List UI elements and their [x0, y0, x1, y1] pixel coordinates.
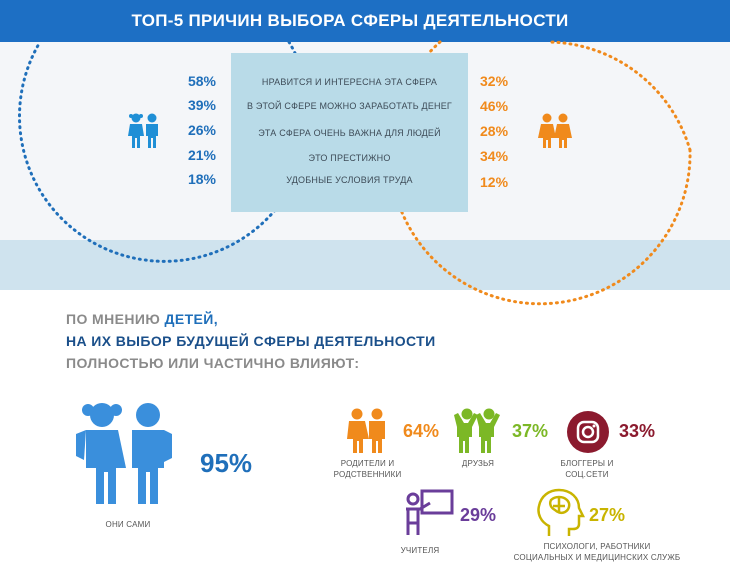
girls-pct-5: 12% [480, 174, 509, 190]
boys-pct-5: 18% [187, 171, 216, 187]
friends-value: 37% [512, 421, 549, 441]
parents-label-line-2: РОДСТВЕННИКИ [333, 470, 402, 479]
orange-dotted-arc-top [548, 40, 692, 152]
psychologists-label: ПСИХОЛОГИ, РАБОТНИКИ СОЦИАЛЬНЫХ И МЕДИЦИ… [497, 541, 697, 563]
reasons-box [231, 53, 468, 212]
self-label: ОНИ САМИ [105, 520, 151, 529]
header-bar [0, 0, 730, 42]
middle-band [0, 240, 730, 290]
teachers-value: 29% [460, 505, 497, 525]
girls-pct-1: 32% [480, 73, 509, 89]
boy-girl-icon [128, 113, 158, 148]
reason-4: ЭТО ПРЕСТИЖНО [308, 153, 391, 163]
parents-value: 64% [403, 421, 440, 441]
psychologists-label-line-2: СОЦИАЛЬНЫХ И МЕДИЦИНСКИХ СЛУЖБ [513, 553, 681, 562]
parents-label: РОДИТЕЛИ И РОДСТВЕННИКИ [320, 458, 415, 480]
boys-pct-4: 21% [187, 147, 216, 163]
girls-icon [538, 113, 572, 148]
boys-pct-2: 39% [187, 97, 216, 113]
teachers-label: УЧИТЕЛЯ [400, 546, 440, 555]
bloggers-label-line-2: СОЦ.СЕТИ [565, 470, 609, 479]
headline-line-3: ПОЛНОСТЬЮ ИЛИ ЧАСТИЧНО ВЛИЯЮТ: [66, 355, 360, 371]
parents-icon [347, 408, 385, 453]
reason-5: УДОБНЫЕ УСЛОВИЯ ТРУДА [286, 175, 413, 185]
girls-pct-4: 34% [480, 148, 509, 164]
friends-icon [454, 408, 500, 453]
bloggers-label-line-1: БЛОГГЕРЫ И [560, 459, 614, 468]
friends-label: ДРУЗЬЯ [461, 459, 495, 468]
girls-pct-3: 28% [480, 123, 509, 139]
boys-pct-1: 58% [187, 73, 216, 89]
bloggers-label: БЛОГГЕРЫ И СОЦ.СЕТИ [547, 458, 627, 480]
bloggers-value: 33% [619, 421, 656, 441]
teacher-icon [406, 489, 454, 535]
headline-gray-text: ПО МНЕНИЮ [66, 311, 165, 327]
page-title: ТОП-5 ПРИЧИН ВЫБОРА СФЕРЫ ДЕЯТЕЛЬНОСТИ [131, 11, 569, 30]
reason-2: В ЭТОЙ СФЕРЕ МОЖНО ЗАРАБОТАТЬ ДЕНЕГ [246, 101, 453, 111]
brain-head-icon [537, 488, 585, 536]
headline-blue-text: ДЕТЕЙ, [164, 311, 219, 327]
parents-label-line-1: РОДИТЕЛИ И [340, 459, 395, 468]
children-icon [76, 403, 172, 504]
girls-pct-2: 46% [480, 98, 509, 114]
psychologists-label-line-1: ПСИХОЛОГИ, РАБОТНИКИ [543, 542, 651, 551]
headline-line-2: НА ИХ ВЫБОР БУДУЩЕЙ СФЕРЫ ДЕЯТЕЛЬНОСТИ [66, 333, 436, 349]
headline-line-1: ПО МНЕНИЮ ДЕТЕЙ, [66, 311, 218, 327]
reason-1: НРАВИТСЯ И ИНТЕРЕСНА ЭТА СФЕРА [261, 77, 438, 87]
instagram-icon [567, 411, 609, 453]
boys-pct-3: 26% [187, 122, 216, 138]
psychologists-value: 27% [589, 505, 626, 525]
reason-3: ЭТА СФЕРА ОЧЕНЬ ВАЖНА ДЛЯ ЛЮДЕЙ [258, 128, 441, 138]
orange-dotted-arc [388, 40, 692, 306]
self-value: 95% [200, 448, 253, 478]
